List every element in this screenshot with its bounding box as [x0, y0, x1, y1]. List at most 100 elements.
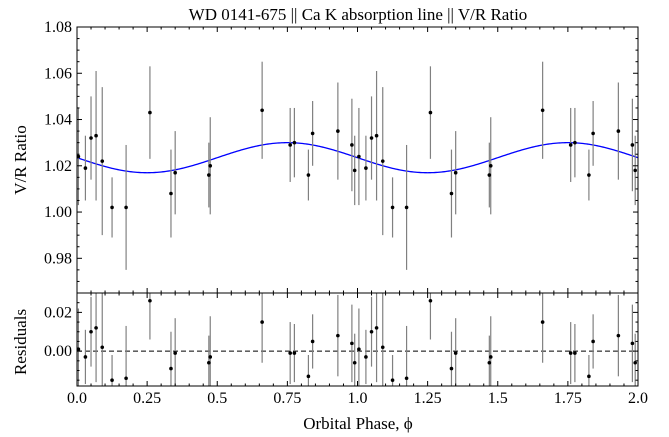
resid-ytick-label: 0.00: [44, 343, 72, 360]
resid-point-30: [487, 360, 492, 365]
main-point-28: [449, 191, 454, 196]
resid-point-19: [352, 360, 357, 365]
resid-point-26: [404, 376, 409, 381]
main-point-10: [207, 173, 211, 177]
resid-xtick-label: 1.0: [348, 390, 368, 407]
main-point-4: [100, 159, 105, 163]
resid-point-32: [540, 320, 545, 324]
resid-point-16: [310, 339, 315, 344]
main-point-5: [110, 205, 114, 210]
resid-point-6: [124, 376, 128, 381]
resid-point-15: [306, 374, 311, 379]
main-point-36: [591, 131, 595, 136]
resid-point-9: [173, 351, 177, 355]
resid-point-25: [390, 378, 395, 382]
resid-point-28: [449, 366, 454, 371]
resid-point-23: [374, 326, 379, 330]
main-point-31: [488, 163, 493, 168]
main-point-11: [208, 163, 213, 168]
main-point-7: [148, 110, 152, 115]
resid-point-22: [369, 329, 374, 334]
resid-xtick-label: 2.0: [628, 390, 648, 407]
resid-point-5: [110, 378, 114, 382]
resid-xtick-label: 0.5: [207, 390, 227, 407]
resid-point-39: [633, 360, 637, 365]
main-point-24: [380, 159, 385, 163]
resid-xtick-label: 0.0: [67, 390, 87, 407]
main-point-39: [633, 168, 637, 173]
main-point-13: [288, 143, 292, 147]
resid-point-8: [169, 366, 173, 371]
main-ytick-label: 0.98: [44, 250, 72, 267]
main-point-3: [94, 133, 98, 138]
resid-point-4: [100, 345, 105, 350]
resid-point-10: [207, 360, 211, 365]
resid-point-31: [488, 355, 493, 359]
resid-frame: [76, 292, 639, 387]
resid-point-37: [616, 333, 621, 338]
x-axis-label: Orbital Phase, ϕ: [303, 414, 413, 433]
residuals-panel: 0.0 0.25 0.5 0.75 1.0 1.25 1.5 1.75 2.0 0.00 0.02: [44, 292, 648, 407]
resid-point-33: [568, 351, 573, 355]
resid-point-2: [89, 329, 93, 334]
main-point-14: [292, 140, 297, 145]
main-ytick-label: 1.08: [44, 19, 72, 36]
resid-point-7: [148, 298, 152, 303]
resid-point-24: [380, 345, 385, 350]
main-point-35: [587, 173, 591, 177]
main-point-20: [357, 154, 361, 159]
resid-xtick-label: 1.75: [554, 390, 582, 407]
resid-point-3: [94, 326, 98, 330]
main-model-curve: [77, 141, 638, 174]
main-point-26: [404, 205, 409, 210]
main-point-17: [336, 129, 340, 133]
resid-point-38: [630, 341, 635, 346]
main-point-19: [352, 168, 357, 173]
resid-point-18: [350, 341, 354, 346]
main-point-2: [89, 136, 93, 140]
main-point-18: [350, 143, 354, 147]
main-point-33: [568, 143, 573, 147]
residuals-y-axis-label: Residuals: [11, 309, 30, 375]
main-ytick-label: 1.06: [44, 65, 72, 82]
chart-title: WD 0141-675 || Ca K absorption line || V…: [189, 5, 528, 24]
resid-xtick-label: 0.25: [133, 390, 161, 407]
main-point-9: [173, 170, 177, 175]
resid-point-14: [292, 351, 297, 355]
main-ytick-label: 1.04: [44, 112, 72, 129]
resid-point-27: [428, 298, 433, 303]
main-ytick-label: 1.00: [44, 204, 72, 221]
resid-point-12: [260, 320, 264, 324]
resid-point-0: [77, 347, 81, 351]
resid-point-21: [364, 355, 368, 359]
main-point-21: [364, 166, 368, 170]
resid-point-1: [83, 355, 88, 359]
main-point-25: [390, 205, 395, 210]
resid-point-36: [591, 339, 595, 344]
main-plot-area: [77, 61, 638, 270]
resid-point-20: [357, 347, 361, 351]
resid-xtick-label: 1.25: [414, 390, 442, 407]
resid-point-29: [453, 351, 458, 355]
resid-ytick-label: 0.02: [44, 304, 72, 321]
main-point-34: [573, 140, 577, 145]
main-point-27: [428, 110, 433, 115]
main-point-29: [453, 170, 458, 175]
resid-point-13: [288, 351, 292, 355]
main-point-22: [369, 136, 374, 140]
main-y-axis-label: V/R Ratio: [11, 125, 30, 194]
main-point-23: [374, 133, 379, 138]
main-panel: 0.98 1.00 1.02 1.04 1.06 1.08: [44, 19, 639, 294]
main-point-8: [169, 191, 173, 196]
main-ytick-label: 1.02: [44, 158, 72, 175]
resid-point-35: [587, 374, 591, 379]
main-frame: [76, 26, 639, 294]
resid-xtick-label: 0.75: [273, 390, 301, 407]
main-point-32: [540, 108, 545, 113]
resid-point-11: [208, 355, 213, 359]
main-point-6: [124, 205, 128, 210]
main-point-37: [616, 129, 621, 133]
resid-xtick-label: 1.5: [488, 390, 508, 407]
resid-plot-area: [77, 293, 638, 386]
